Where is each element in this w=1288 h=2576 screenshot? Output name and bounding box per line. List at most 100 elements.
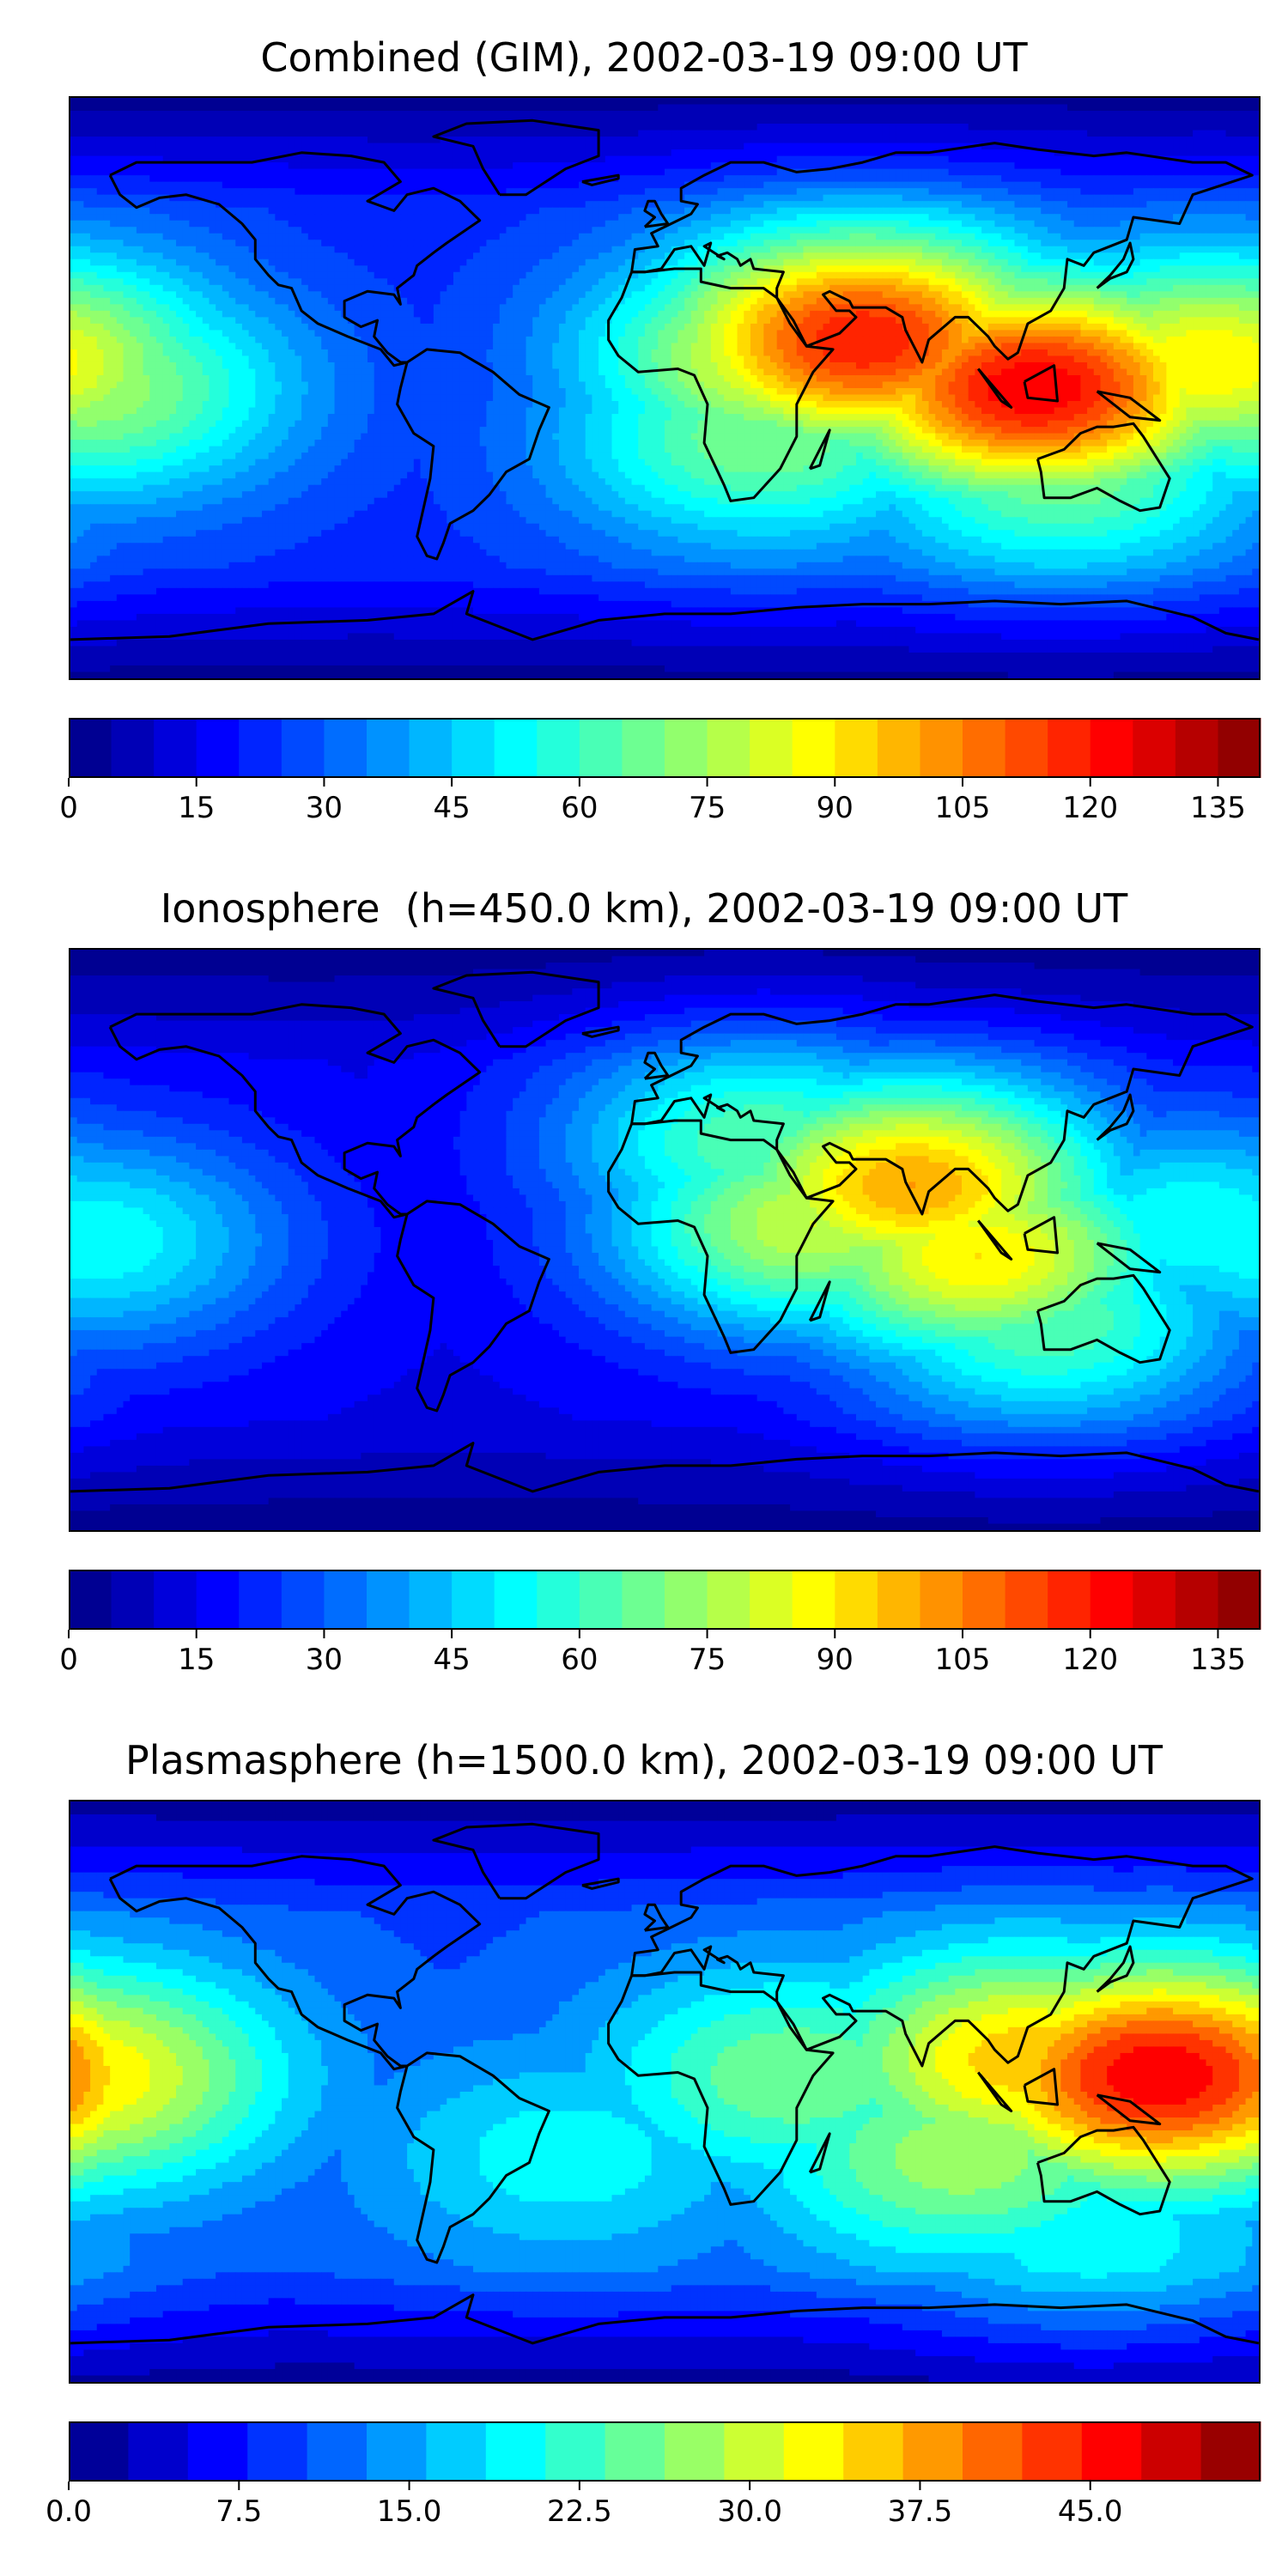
contour-cell <box>526 143 533 150</box>
contour-cell <box>763 175 771 183</box>
contour-cell <box>658 188 665 196</box>
contour-cell <box>440 246 447 253</box>
contour-cell <box>169 188 177 196</box>
contour-cell <box>796 188 805 196</box>
contour-cell <box>823 149 830 157</box>
contour-cell <box>915 175 923 183</box>
contour-cell <box>295 111 302 118</box>
contour-cell <box>697 130 705 137</box>
contour-cell <box>987 194 996 202</box>
contour-cell <box>876 175 884 183</box>
contour-cell <box>756 201 764 209</box>
contour-cell <box>288 168 296 176</box>
contour-cell <box>473 207 481 215</box>
contour-cell <box>690 271 699 279</box>
contour-cell <box>776 168 784 176</box>
contour-cell <box>592 194 599 202</box>
contour-cell <box>981 149 989 157</box>
contour-cell <box>407 240 415 247</box>
contour-cell <box>235 155 243 163</box>
contour-cell <box>354 155 361 163</box>
contour-cell <box>1001 181 1009 189</box>
contour-cell <box>968 227 975 234</box>
contour-cell <box>849 194 857 202</box>
contour-cell <box>697 207 705 215</box>
contour-cell <box>677 252 685 260</box>
contour-cell <box>513 98 520 106</box>
contour-cell <box>697 188 705 196</box>
contour-cell <box>955 104 963 112</box>
contour-cell <box>697 98 705 106</box>
contour-cell <box>948 175 956 183</box>
contour-cell <box>902 246 910 253</box>
contour-cell <box>816 233 824 240</box>
contour-cell <box>486 201 494 209</box>
contour-cell <box>526 111 533 118</box>
contour-cell <box>261 220 270 228</box>
contour-cell <box>222 258 230 266</box>
contour-cell <box>803 175 811 183</box>
contour-cell <box>103 233 111 240</box>
contour-cell <box>189 124 197 131</box>
contour-cell <box>810 246 817 253</box>
contour-cell <box>182 162 190 170</box>
contour-cell <box>776 155 784 163</box>
contour-cell <box>334 252 342 260</box>
contour-cell <box>928 137 936 144</box>
contour-cell <box>842 252 850 260</box>
contour-cell <box>295 252 302 260</box>
contour-cell <box>598 104 606 112</box>
contour-cell <box>1120 214 1127 222</box>
contour-cell <box>532 137 540 144</box>
contour-cell <box>327 233 336 240</box>
contour-cell <box>869 220 877 228</box>
contour-cell <box>1146 188 1154 196</box>
contour-cell <box>532 271 540 279</box>
contour-cell <box>783 240 791 247</box>
contour-cell <box>473 137 481 144</box>
contour-cell <box>1245 181 1253 189</box>
contour-cell <box>1007 149 1016 157</box>
contour-cell <box>136 207 144 215</box>
contour-cell <box>83 265 91 273</box>
contour-cell <box>169 117 177 125</box>
contour-cell <box>1152 137 1161 144</box>
contour-cell <box>189 104 197 112</box>
contour-cell <box>611 207 619 215</box>
contour-cell <box>823 271 830 279</box>
contour-cell <box>380 175 388 183</box>
contour-cell <box>433 137 441 144</box>
contour-cell <box>433 220 441 228</box>
contour-cell <box>1232 265 1240 273</box>
contour-cell <box>334 233 342 240</box>
contour-cell <box>347 137 355 144</box>
contour-cell <box>1014 246 1022 253</box>
contour-cell <box>935 194 943 202</box>
contour-cell <box>222 98 230 106</box>
contour-cell <box>307 98 316 106</box>
contour-cell <box>182 124 190 131</box>
contour-cell <box>427 130 434 137</box>
contour-cell <box>605 162 613 170</box>
contour-cell <box>631 201 639 209</box>
contour-cell <box>1127 207 1134 215</box>
contour-cell <box>730 162 738 170</box>
contour-cell <box>862 124 870 131</box>
contour-cell <box>368 246 375 253</box>
contour-cell <box>241 258 250 266</box>
contour-cell <box>532 155 540 163</box>
contour-cell <box>380 143 388 150</box>
contour-cell <box>981 117 989 125</box>
contour-cell <box>407 233 415 240</box>
contour-cell <box>941 98 950 106</box>
contour-cell <box>261 265 270 273</box>
contour-cell <box>1087 155 1095 163</box>
contour-cell <box>116 98 125 106</box>
contour-cell <box>83 271 91 279</box>
contour-cell <box>862 149 870 157</box>
contour-cell <box>1080 252 1088 260</box>
contour-cell <box>1120 111 1127 118</box>
contour-cell <box>605 240 613 247</box>
contour-cell <box>526 104 533 112</box>
contour-cell <box>928 265 936 273</box>
